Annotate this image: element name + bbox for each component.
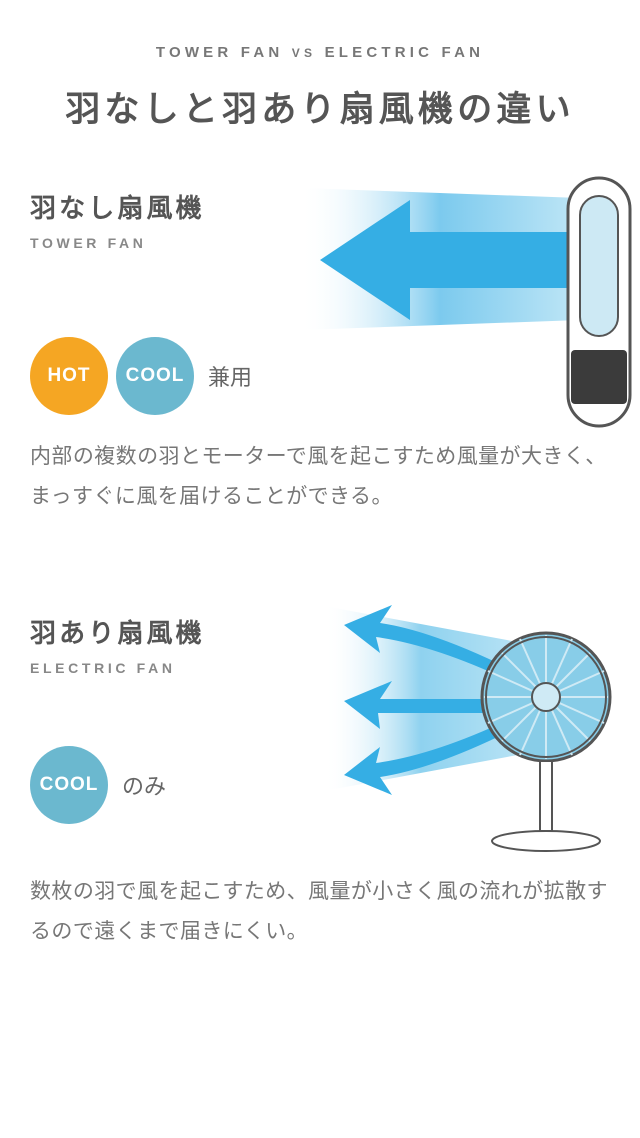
tower-badges: HOT COOL 兼用 [30,337,610,415]
tower-sub: TOWER FAN [30,235,610,251]
tower-section: 羽なし扇風機 TOWER FAN HOT COOL 兼用 内部の複数の羽とモータ… [30,188,610,517]
hot-badge: HOT [30,337,108,415]
eyebrow-vs: VS [292,46,316,60]
electric-sub: ELECTRIC FAN [30,660,610,676]
electric-heading: 羽あり扇風機 [30,613,610,650]
electric-desc: 数枚の羽で風を起こすため、風量が小さく風の流れが拡散するので遠くまで届きにくい。 [30,872,610,952]
page-title: 羽なしと羽あり扇風機の違い [30,81,610,132]
electric-badge-suffix: のみ [122,769,166,801]
eyebrow-right: ELECTRIC FAN [325,44,485,61]
electric-section: 羽あり扇風機 ELECTRIC FAN COOL のみ 数枚の羽で風を起こすため… [30,613,610,952]
tower-desc: 内部の複数の羽とモーターで風を起こすため風量が大きく、まっすぐに風を届けることが… [30,437,610,517]
tower-heading: 羽なし扇風機 [30,188,610,225]
eyebrow-left: TOWER FAN [156,44,284,61]
eyebrow: TOWER FAN VS ELECTRIC FAN [30,44,610,61]
tower-badge-suffix: 兼用 [208,360,252,392]
cool-badge: COOL [30,746,108,824]
electric-badges: COOL のみ [30,746,610,824]
cool-badge: COOL [116,337,194,415]
